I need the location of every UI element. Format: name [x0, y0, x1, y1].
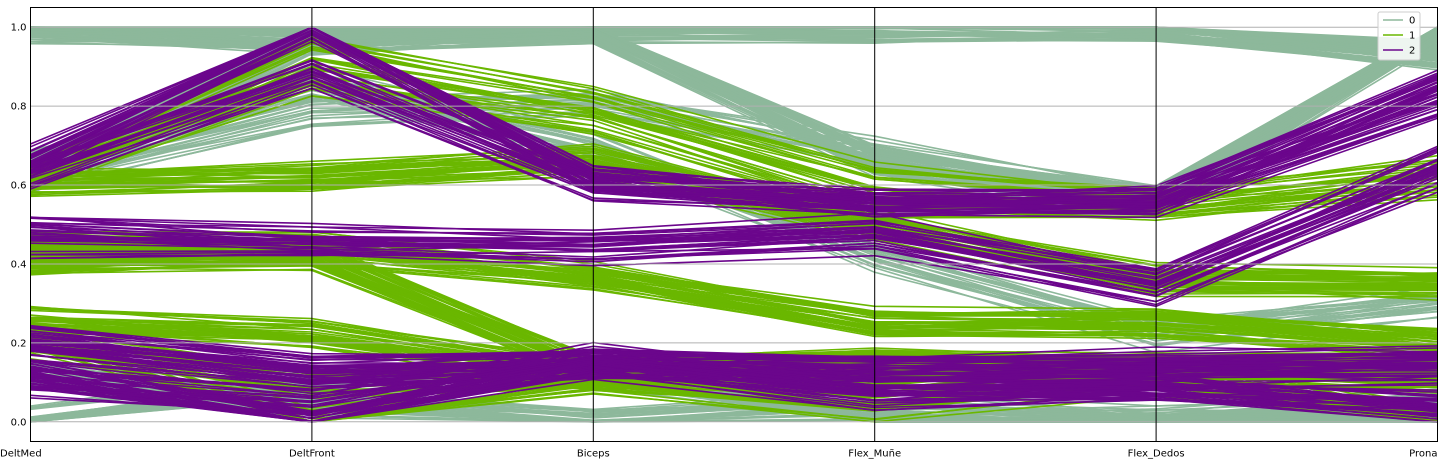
data-line: [30, 341, 1438, 397]
x-tick-label: Flex_Dedos: [1128, 449, 1185, 460]
data-line: [30, 358, 1438, 400]
data-line: [30, 175, 1438, 287]
legend-label-1: 1: [1409, 31, 1415, 42]
data-line: [30, 230, 1438, 333]
data-line: [30, 352, 1438, 403]
data-line: [30, 175, 1438, 298]
legend-label-2: 2: [1409, 46, 1415, 57]
y-tick-labels: 0.0 0.2 0.4 0.6 0.8 1.0: [11, 23, 27, 429]
x-tick-label: Flex_Muñe: [848, 449, 901, 460]
legend-label-0: 0: [1409, 16, 1415, 27]
y-tick-label: 0.8: [11, 102, 27, 113]
legend: 0 1 2: [1377, 11, 1421, 61]
data-line: [30, 186, 1438, 303]
x-tick-label: DeltMed: [0, 449, 42, 460]
data-line: [30, 360, 1438, 416]
x-tick-labels: DeltMed DeltFront Biceps Flex_Muñe Flex_Dedo…: [0, 449, 1438, 460]
plot-frame: [30, 7, 1438, 442]
y-tick-label: 0.2: [11, 338, 27, 349]
data-line: [30, 84, 1438, 212]
data-line: [30, 361, 1438, 415]
data-line: [30, 26, 1438, 187]
data-line: [30, 30, 1438, 57]
data-line: [30, 149, 1438, 271]
data-line: [30, 59, 1438, 192]
x-tick-label: DeltFront: [289, 449, 335, 460]
data-line: [30, 346, 1438, 375]
data-lines: [30, 26, 1438, 423]
data-line: [30, 60, 1438, 195]
y-gridlines: [30, 26, 1438, 423]
data-line: [30, 357, 1438, 402]
data-line: [30, 81, 1438, 219]
data-line: [30, 333, 1438, 372]
legend-box: [1377, 11, 1421, 61]
data-line: [30, 230, 1438, 330]
data-line: [30, 147, 1438, 276]
data-line: [30, 168, 1438, 283]
y-tick-label: 0.6: [11, 181, 27, 192]
data-line: [30, 145, 1438, 270]
data-line: [30, 325, 1438, 362]
y-tick-label: 0.4: [11, 259, 27, 270]
x-tick-label: Biceps: [577, 449, 610, 460]
data-line: [30, 26, 1438, 190]
data-line: [30, 338, 1438, 372]
x-tick-label: Prona: [1409, 449, 1437, 460]
data-line: [30, 348, 1438, 393]
y-tick-label: 1.0: [11, 23, 27, 34]
data-line: [30, 350, 1438, 381]
y-tick-label: 0.0: [11, 417, 27, 428]
